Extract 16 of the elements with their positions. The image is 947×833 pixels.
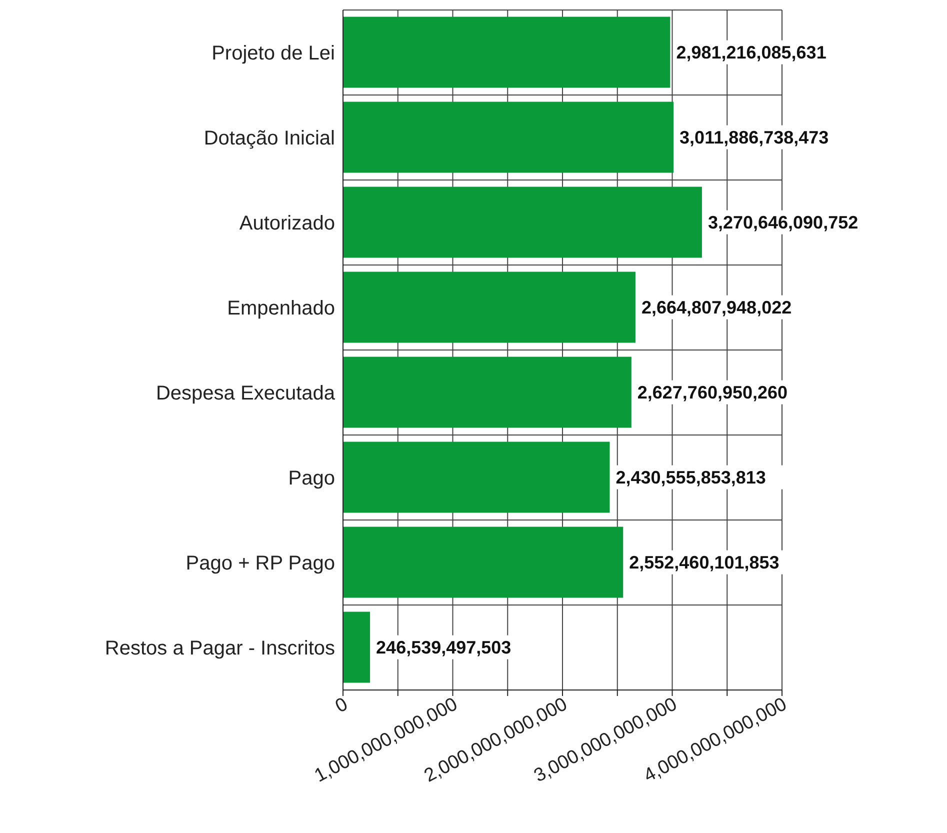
data-label: 2,981,216,085,631 <box>676 42 826 63</box>
y-tick-label: Autorizado <box>239 212 335 235</box>
y-tick-label: Empenhado <box>227 298 335 320</box>
y-tick-label: Pago <box>288 468 335 490</box>
data-label: 2,552,460,101,853 <box>629 552 780 573</box>
y-tick-label: Restos a Pagar - Inscritos <box>104 638 335 660</box>
data-label: 2,627,760,950,260 <box>637 382 788 403</box>
data-label: 2,430,555,853,813 <box>616 468 766 488</box>
y-tick-label: Despesa Executada <box>156 382 336 405</box>
data-label: 2,664,807,948,022 <box>641 298 792 318</box>
data-label: 3,011,886,738,473 <box>680 128 829 148</box>
y-tick-label: Pago + RP Pago <box>186 552 335 575</box>
data-label: 246,539,497,503 <box>376 638 512 658</box>
y-tick-label: Dotação Inicial <box>204 128 335 150</box>
y-tick-label: Projeto de Lei <box>212 42 335 65</box>
data-label: 3,270,646,090,752 <box>708 212 858 233</box>
